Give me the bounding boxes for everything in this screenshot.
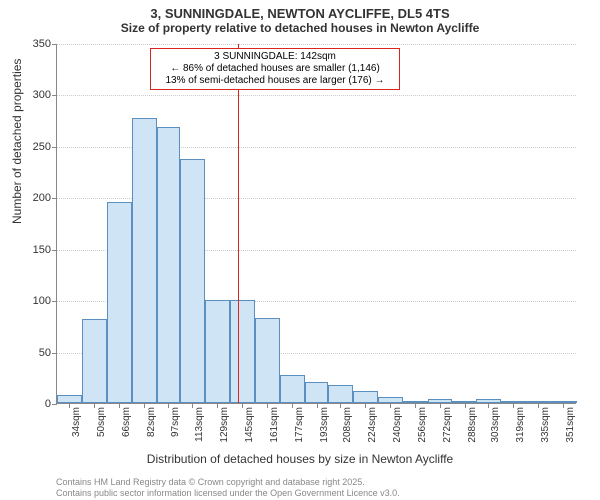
xtick-label: 319sqm bbox=[515, 407, 526, 443]
xtick-label: 97sqm bbox=[170, 407, 181, 437]
chart-title-sub: Size of property relative to detached ho… bbox=[0, 21, 600, 39]
ytick-label: 0 bbox=[45, 398, 57, 410]
xtick-label: 50sqm bbox=[96, 407, 107, 437]
footer-line2: Contains public sector information licen… bbox=[56, 488, 400, 498]
ytick-label: 200 bbox=[33, 192, 57, 204]
ytick-label: 250 bbox=[33, 141, 57, 153]
xtick-label: 240sqm bbox=[392, 407, 403, 443]
histogram-bar bbox=[57, 395, 82, 403]
ytick-label: 50 bbox=[39, 347, 57, 359]
xtick-label: 82sqm bbox=[146, 407, 157, 437]
y-axis-label: Number of detached properties bbox=[10, 59, 24, 224]
histogram-bar bbox=[353, 391, 378, 403]
xtick-label: 224sqm bbox=[367, 407, 378, 443]
xtick-mark bbox=[440, 403, 441, 408]
ytick-label: 150 bbox=[33, 244, 57, 256]
xtick-label: 177sqm bbox=[294, 407, 305, 443]
chart-title-main: 3, SUNNINGDALE, NEWTON AYCLIFFE, DL5 4TS bbox=[0, 0, 600, 21]
gridline-h bbox=[57, 44, 576, 45]
annotation-box: 3 SUNNINGDALE: 142sqm← 86% of detached h… bbox=[150, 48, 400, 90]
annotation-line1: 3 SUNNINGDALE: 142sqm bbox=[155, 51, 395, 63]
histogram-bar bbox=[157, 127, 180, 403]
histogram-bar bbox=[328, 385, 353, 404]
xtick-label: 66sqm bbox=[121, 407, 132, 437]
ytick-label: 100 bbox=[33, 295, 57, 307]
xtick-label: 129sqm bbox=[219, 407, 230, 443]
histogram-bar bbox=[205, 300, 230, 403]
reference-line bbox=[238, 44, 239, 403]
xtick-mark bbox=[513, 403, 514, 408]
annotation-line2: ← 86% of detached houses are smaller (1,… bbox=[155, 63, 395, 75]
xtick-label: 161sqm bbox=[269, 407, 280, 443]
xtick-label: 34sqm bbox=[71, 407, 82, 437]
footer-attribution: Contains HM Land Registry data © Crown c… bbox=[56, 477, 400, 498]
footer-line1: Contains HM Land Registry data © Crown c… bbox=[56, 477, 400, 487]
xtick-label: 193sqm bbox=[319, 407, 330, 443]
histogram-bar bbox=[305, 382, 328, 403]
ytick-label: 300 bbox=[33, 89, 57, 101]
xtick-label: 288sqm bbox=[467, 407, 478, 443]
histogram-bar bbox=[180, 159, 205, 403]
gridline-h bbox=[57, 95, 576, 96]
xtick-mark bbox=[415, 403, 416, 408]
xtick-mark bbox=[563, 403, 564, 408]
xtick-mark bbox=[317, 403, 318, 408]
histogram-bar bbox=[107, 202, 132, 403]
xtick-label: 113sqm bbox=[194, 407, 205, 442]
xtick-label: 208sqm bbox=[342, 407, 353, 443]
xtick-mark bbox=[292, 403, 293, 408]
x-axis-label: Distribution of detached houses by size … bbox=[0, 452, 600, 466]
xtick-label: 335sqm bbox=[540, 407, 551, 443]
histogram-bar bbox=[132, 118, 157, 403]
xtick-mark bbox=[465, 403, 466, 408]
xtick-label: 272sqm bbox=[442, 407, 453, 443]
ytick-label: 350 bbox=[33, 38, 57, 50]
xtick-label: 256sqm bbox=[417, 407, 428, 443]
xtick-label: 145sqm bbox=[244, 407, 255, 443]
histogram-chart: 05010015020025030035034sqm50sqm66sqm82sq… bbox=[56, 44, 576, 404]
xtick-mark bbox=[538, 403, 539, 408]
histogram-bar bbox=[230, 300, 255, 403]
xtick-label: 303sqm bbox=[490, 407, 501, 443]
annotation-line3: 13% of semi-detached houses are larger (… bbox=[155, 75, 395, 87]
histogram-bar bbox=[280, 375, 305, 403]
xtick-mark bbox=[168, 403, 169, 408]
xtick-label: 351sqm bbox=[565, 407, 576, 443]
histogram-bar bbox=[82, 319, 107, 403]
histogram-bar bbox=[255, 318, 280, 403]
